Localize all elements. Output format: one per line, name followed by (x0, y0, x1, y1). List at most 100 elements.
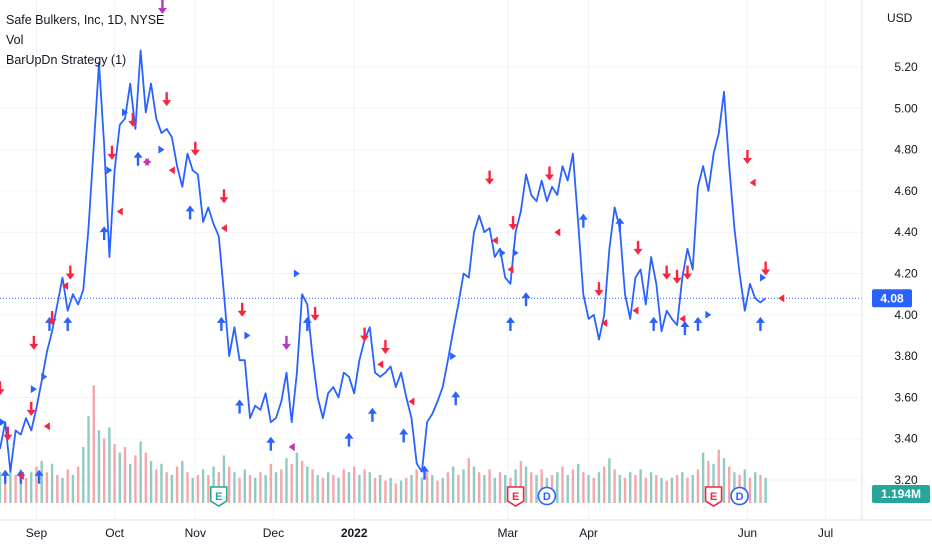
volume-bar (165, 472, 168, 503)
y-tick-label: 4.60 (894, 184, 918, 198)
volume-bar (134, 455, 137, 503)
volume-bar (498, 472, 502, 503)
volume-bar (4, 477, 7, 503)
signal-head (29, 343, 39, 350)
buy-arrow-icon (755, 316, 765, 331)
signal-head (399, 428, 409, 435)
buy-arrow-icon (367, 407, 377, 422)
entry-flag-icon (122, 108, 129, 117)
signal-head (544, 174, 554, 181)
volume-bar (87, 416, 90, 503)
volume-bar (186, 472, 189, 503)
exit-flag-icon (377, 360, 384, 369)
buy-arrow-icon (133, 151, 143, 166)
earnings-badge (209, 486, 228, 507)
signal-head (672, 277, 682, 284)
volume-bar (618, 475, 622, 503)
volume-bar (19, 469, 23, 503)
buy-arrow-icon (419, 465, 429, 480)
volume-bar (629, 472, 632, 503)
volume-tag: 1.194M (872, 485, 930, 503)
volume-bar (196, 475, 200, 503)
volume-bar (108, 427, 111, 503)
y-tick-label: 3.20 (894, 473, 918, 487)
exit-flag-icon (507, 265, 514, 274)
purple-flag-icon (288, 442, 295, 451)
strategy-indicator-label[interactable]: BarUpDn Strategy (1) (6, 53, 127, 67)
volume-bar (587, 475, 590, 503)
signal-head (755, 316, 765, 323)
exit-flag-icon (17, 471, 24, 480)
sell-arrow-icon (672, 269, 682, 284)
sell-arrow-icon (633, 240, 643, 255)
volume-bar (254, 477, 257, 503)
volume-bar (175, 466, 179, 503)
volume-bar (467, 458, 470, 503)
volume-bar (436, 480, 439, 503)
volume-bar (144, 452, 148, 503)
volume-bar (472, 466, 476, 503)
y-tick-label: 4.00 (894, 308, 918, 322)
signal-head (3, 434, 13, 441)
signal-head (63, 316, 73, 323)
volume-bar (50, 463, 54, 503)
volume-bar (306, 466, 309, 503)
signal-head (310, 314, 320, 321)
purple-flag-icon (145, 157, 152, 166)
signal-head (99, 226, 109, 233)
volume-bar (602, 466, 606, 503)
volume-bar (399, 480, 403, 503)
exit-flag-icon (491, 236, 498, 245)
buy-arrow-icon (63, 316, 73, 331)
chart-grid (0, 0, 862, 520)
volume-bar (212, 466, 215, 503)
volume-bar (30, 472, 33, 503)
volume-bar (571, 469, 575, 503)
entry-flag-icon (760, 273, 767, 282)
signal-head (34, 469, 44, 476)
signal-head (485, 178, 495, 185)
last-price-tag: 4.08 (872, 289, 912, 308)
signal-head (0, 389, 5, 396)
volume-bar (129, 463, 132, 503)
y-axis: 5.20 5.00 4.80 4.60 4.40 4.20 4.00 3.80 3.60 3.40… (861, 0, 918, 520)
volume-bar (243, 469, 246, 503)
volume-bar (155, 469, 158, 503)
last-price-label: 4.08 (880, 291, 904, 305)
volume-bar (696, 469, 700, 503)
volume-bar (649, 472, 653, 503)
earnings-icon: E (506, 486, 525, 507)
volume-bar (160, 463, 163, 503)
sell-arrow-icon (190, 141, 200, 156)
volume-bar (264, 475, 267, 503)
y-tick-label: 3.40 (894, 432, 918, 446)
earnings-badge (506, 486, 525, 507)
volume-bar (56, 475, 59, 503)
buy-arrow-icon (216, 316, 226, 331)
volume-bar (722, 458, 726, 503)
volume-bar (113, 444, 116, 503)
signal-head (26, 409, 36, 416)
signal-head (578, 213, 588, 220)
entry-flag-icon (293, 269, 300, 278)
volume-bar (566, 475, 569, 503)
volume-bar (540, 469, 543, 503)
exit-flag-icon (632, 306, 639, 315)
volume-bar (379, 475, 382, 503)
volume-indicator-label[interactable]: Vol (6, 33, 24, 47)
volume-bar (488, 469, 491, 503)
volume-bar (337, 477, 340, 503)
sell-arrow-icon (683, 265, 693, 280)
volume-bar (457, 475, 460, 503)
sell-arrow-icon (128, 112, 138, 127)
earnings-letter: E (512, 491, 519, 503)
signal-head (615, 217, 625, 224)
sell-arrow-icon (310, 306, 320, 321)
signal-head (521, 292, 531, 299)
purple-arrow-icon (281, 335, 291, 350)
sell-arrow-icon (380, 339, 390, 354)
signal-head (649, 316, 659, 323)
volume-bar (61, 477, 64, 503)
sell-arrow-icon (237, 302, 247, 317)
